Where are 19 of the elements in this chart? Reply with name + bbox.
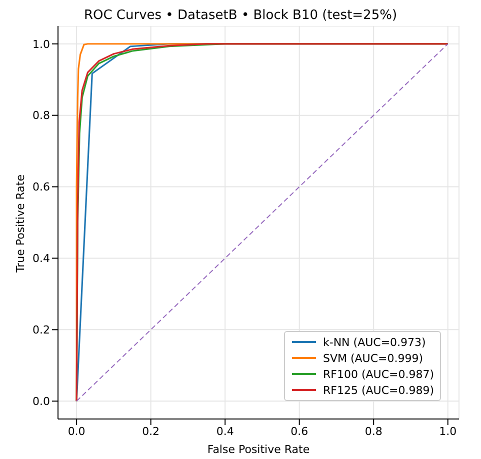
y-tick-label: 0.2 [32, 324, 50, 337]
x-tick-label: 0.8 [364, 424, 382, 438]
x-axis-title: False Positive Rate [207, 443, 310, 456]
y-tick-label: 0.4 [32, 252, 50, 266]
legend-label: RF100 (AUC=0.987) [322, 368, 434, 380]
x-tick-label: 0.0 [68, 424, 86, 438]
x-tick-label: 0.4 [216, 424, 234, 438]
legend-label: SVM (AUC=0.999) [322, 352, 424, 364]
x-tick-label: 1.0 [439, 424, 457, 438]
x-tick-label: 0.6 [290, 424, 308, 438]
legend-label: RF125 (AUC=0.989) [322, 384, 434, 396]
x-tick-label: 0.2 [142, 424, 160, 438]
chart-title: ROC Curves • DatasetB • Block B10 (test=25%) [82, 8, 398, 25]
y-axis-title: True Positive Rate [14, 174, 27, 274]
y-tick-label: 0.0 [32, 395, 50, 408]
y-tick-label: 1.0 [32, 38, 50, 51]
legend-label: k-NN (AUC=0.973) [322, 336, 426, 348]
y-tick-label: 0.8 [32, 109, 50, 122]
y-tick-label: 0.6 [32, 180, 50, 194]
